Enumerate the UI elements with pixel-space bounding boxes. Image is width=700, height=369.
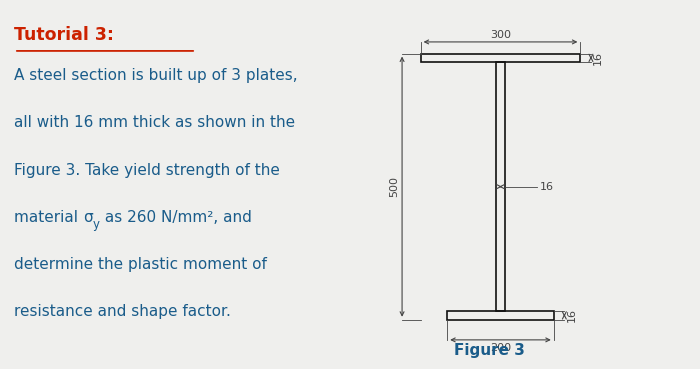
- Text: 16: 16: [566, 308, 577, 323]
- Text: A steel section is built up of 3 plates,: A steel section is built up of 3 plates,: [14, 68, 298, 83]
- Text: Tutorial 3:: Tutorial 3:: [14, 26, 114, 44]
- Text: 200: 200: [490, 342, 511, 352]
- Text: y: y: [92, 218, 99, 231]
- Bar: [447, 311, 554, 320]
- Text: as 260 N/mm², and: as 260 N/mm², and: [99, 210, 251, 225]
- Text: 16: 16: [593, 51, 603, 65]
- Bar: [421, 54, 580, 62]
- Text: material: material: [14, 210, 83, 225]
- Text: Figure 3: Figure 3: [454, 343, 525, 358]
- Text: 500: 500: [389, 176, 399, 197]
- Text: determine the plastic moment of: determine the plastic moment of: [14, 257, 267, 272]
- Text: resistance and shape factor.: resistance and shape factor.: [14, 304, 231, 320]
- Text: Figure 3. Take yield strength of the: Figure 3. Take yield strength of the: [14, 163, 280, 178]
- Bar: [496, 62, 505, 311]
- Text: 300: 300: [490, 30, 511, 40]
- Text: σ: σ: [83, 210, 92, 225]
- Text: all with 16 mm thick as shown in the: all with 16 mm thick as shown in the: [14, 115, 295, 131]
- Text: 16: 16: [539, 182, 553, 192]
